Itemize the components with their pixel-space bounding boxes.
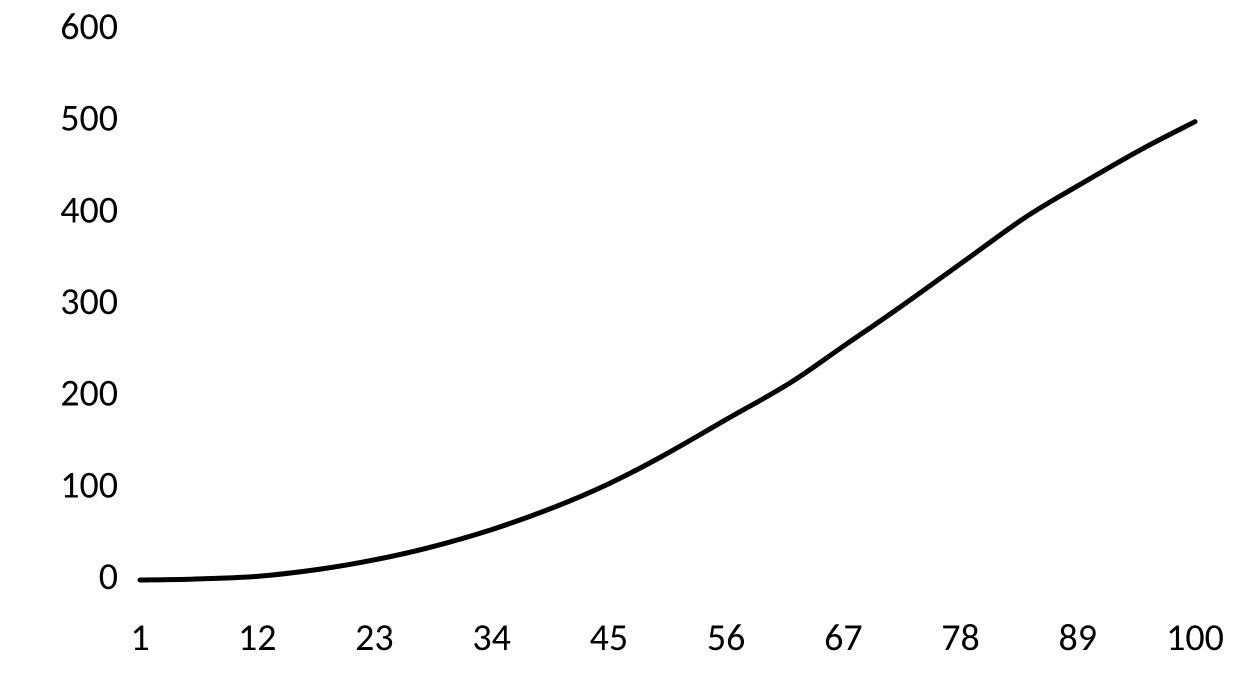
y-tick-label: 500 [60,96,118,142]
y-tick-label: 200 [60,371,118,417]
x-tick-label: 34 [472,615,511,661]
line-chart: 0 100 200 300 400 500 600 1 12 23 34 45 56 67 78 89 100 [0,0,1240,684]
x-tick-label: 45 [590,615,629,661]
x-tick-label: 1 [130,615,149,661]
y-tick-label: 100 [60,462,118,508]
chart-svg: 0 100 200 300 400 500 600 1 12 23 34 45 56 67 78 89 100 [0,0,1240,684]
y-tick-label: 400 [60,187,118,233]
x-tick-label: 67 [824,615,863,661]
x-tick-label: 56 [707,615,746,661]
y-tick-label: 300 [60,279,118,325]
x-tick-label: 23 [355,615,394,661]
y-tick-label: 600 [60,4,118,50]
y-tick-label: 0 [99,554,118,600]
x-tick-label: 100 [1166,615,1224,661]
x-tick-label: 12 [238,615,277,661]
x-tick-label: 89 [1059,615,1098,661]
x-tick-label: 78 [941,615,980,661]
